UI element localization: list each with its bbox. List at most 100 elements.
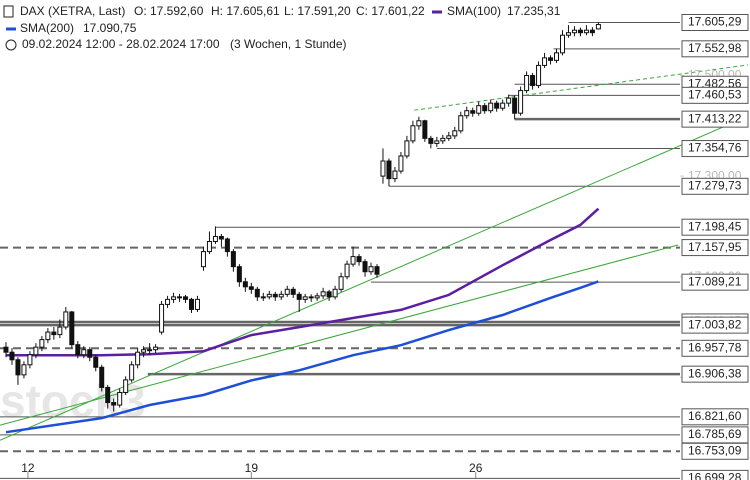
candle-body [428,137,434,144]
candle-body [500,102,506,109]
candle-body [482,105,488,112]
legend-value: 17.235,31 [507,4,561,18]
clock-icon [5,39,17,51]
level-label: 17.003,82 [688,317,742,331]
candle-body [153,346,159,351]
candle-body [177,296,183,299]
candle-body [488,102,494,112]
candle-body [524,74,530,92]
candle-body [87,349,93,358]
candle-body [338,276,344,290]
candle-body [512,97,518,114]
level-label: 16.906,38 [688,366,742,380]
candle-body [15,359,21,376]
level-label: 16.785,69 [688,427,742,441]
candle-body [3,346,9,353]
candle-body [141,349,147,353]
candle-body [9,351,15,361]
candle-body [99,366,105,388]
candle-body [69,311,75,346]
candle-body [464,110,470,117]
level-label: 17.198,45 [688,219,742,233]
candle-icon [3,5,14,18]
candle-body [368,266,374,273]
legend-value: 17.090,75 [83,21,137,35]
candle-body [530,74,536,87]
level-label: 16.699,28 [688,471,742,480]
candle-body [183,296,189,300]
candle-body [242,281,248,288]
candle-body [559,34,565,54]
candle-body [51,331,57,336]
candle-body [404,140,410,157]
candle-body [542,57,548,66]
level-label-box [681,273,749,291]
candle-body [81,349,87,356]
candle-body [248,286,254,290]
candle-body [380,160,386,177]
candle-body [224,238,230,253]
level-label-box [681,140,749,158]
candle-body [356,256,362,263]
candle-body [117,391,123,406]
trend-line [414,64,749,111]
candle-body [362,261,368,273]
level-label: 17.157,95 [688,240,742,254]
candle-body [147,349,153,352]
candle-body [583,29,589,34]
candle-body [45,331,51,341]
level-label-box [681,218,749,236]
trend-line [0,124,728,441]
candle-body [278,293,284,298]
candle-body [236,266,242,283]
ohlc-high: H: 17.605,61 [211,4,280,18]
sma-line [5,280,599,434]
candle-body [290,288,296,295]
candle-body [398,155,404,172]
ohlc-close: C: 17.601,22 [356,4,425,18]
candle-body [272,293,278,298]
candle-body [230,251,236,268]
candle-body [159,303,165,333]
candle-body [326,291,332,298]
candle-body [212,235,218,243]
candle-body [565,32,571,36]
candle-body [548,57,554,61]
symbol: DAX (XETRA, Last) [20,4,125,18]
ohlc-open: O: 17.592,60 [134,4,204,18]
candle-body [266,293,272,298]
candle-body [571,29,577,34]
candle-body [452,130,458,137]
candle-body [589,29,595,34]
candle-body [440,137,446,142]
candle-body [21,364,27,376]
level-label: 17.354,76 [688,141,742,155]
level-label: 16.753,09 [688,443,742,457]
candle-body [332,288,338,298]
candle-body [27,354,33,366]
level-label-box [681,110,749,128]
candle-body [392,170,398,180]
candle-body [416,120,422,127]
candle-body [320,291,326,297]
level-label: 16.821,60 [688,409,742,423]
candle-body [254,288,260,298]
candle-body [171,296,177,300]
candle-body [111,402,117,406]
level-label-box [681,40,749,58]
candle-body [123,379,129,393]
level-label-box [681,339,749,357]
candle-body [386,160,392,180]
candle-body [458,115,464,132]
candle-body [135,351,141,366]
candle-body [518,90,524,114]
date-range: 09.02.2024 12:00 - 28.02.2024 17:00 [22,37,220,51]
candle-body [554,52,560,61]
trend-line [0,244,679,426]
candle-body [506,97,512,104]
candle-body [188,298,194,310]
level-label-box [681,442,749,460]
level-label: 17.089,21 [688,274,742,288]
level-label-box [681,177,749,195]
candle-body [410,125,416,142]
